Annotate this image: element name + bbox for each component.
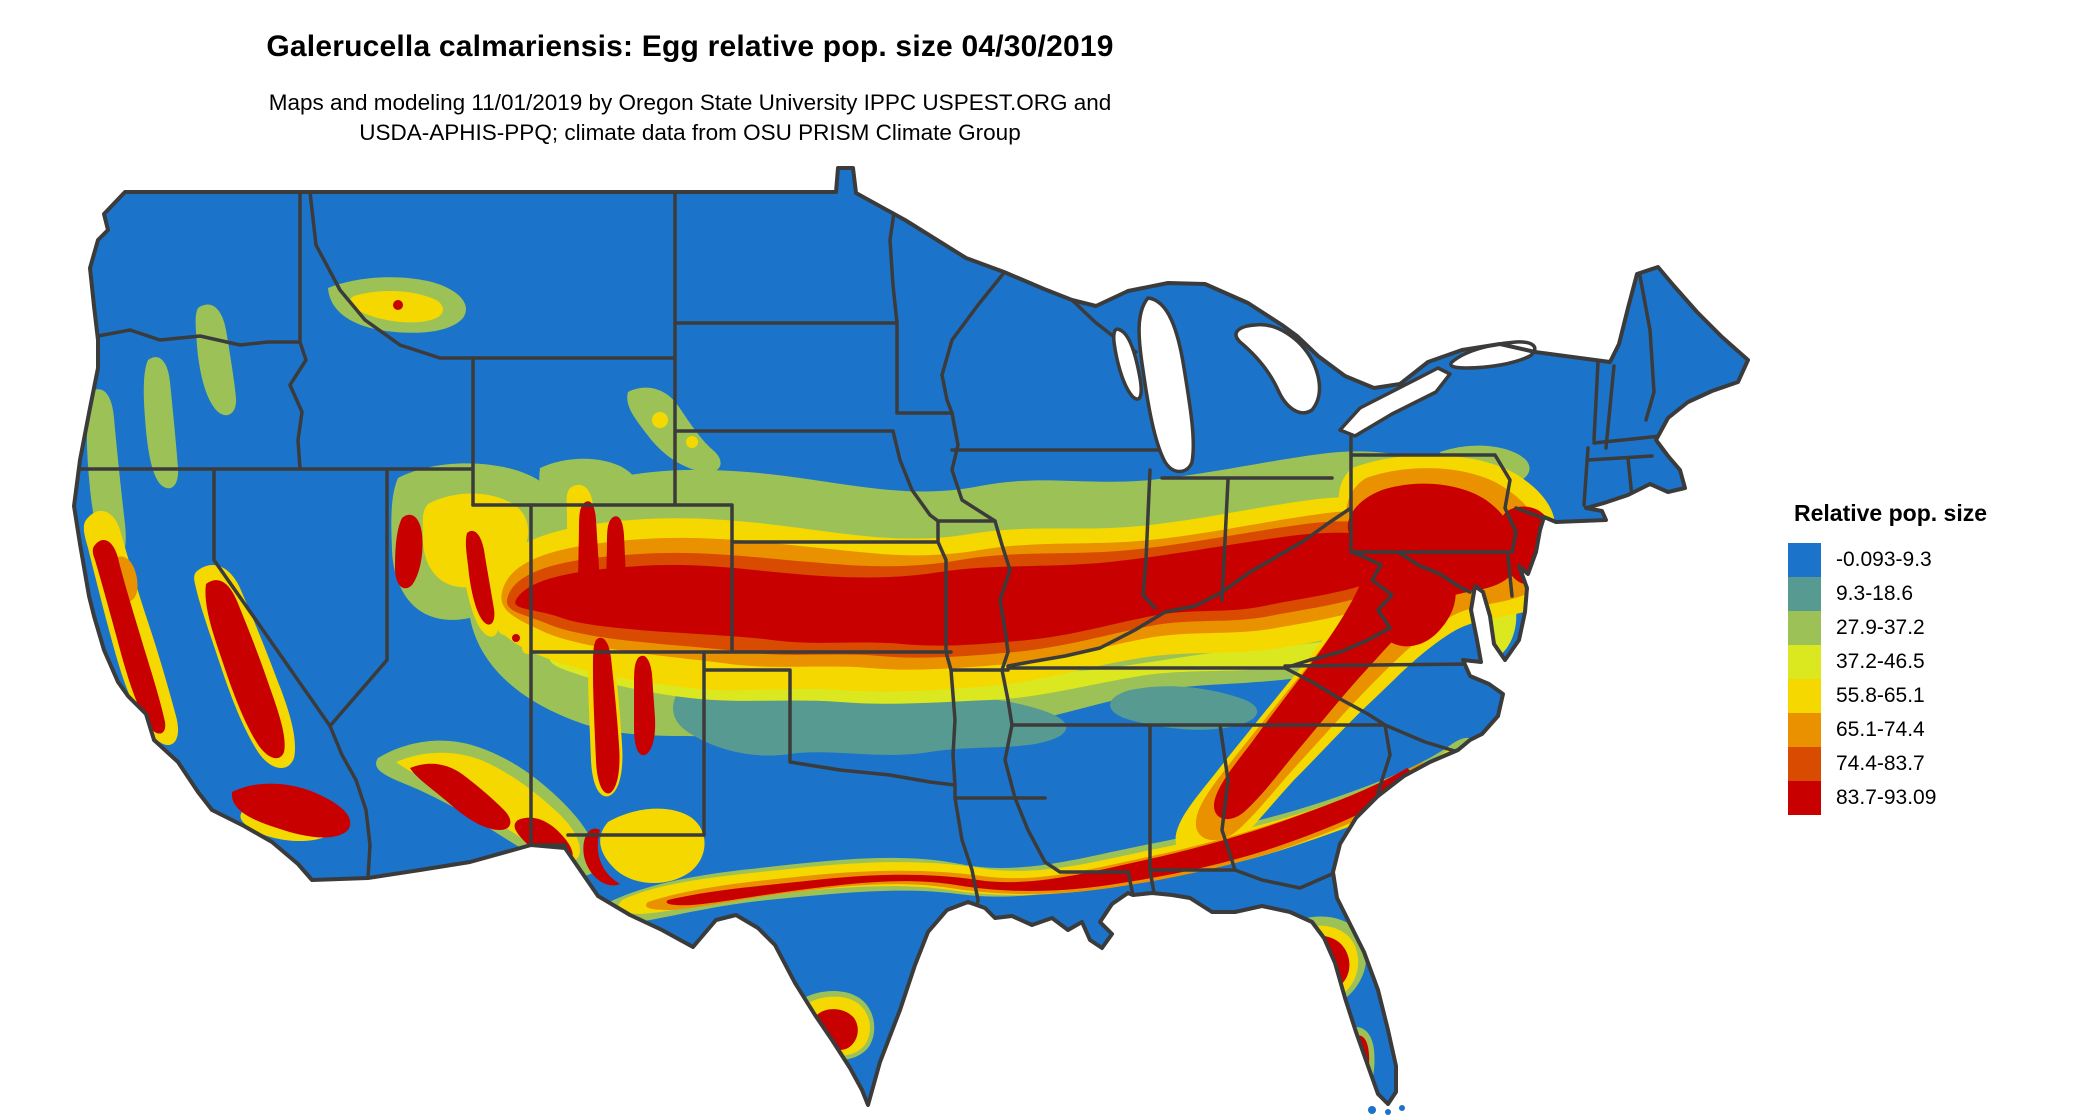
legend-swatch-icon [1788,713,1821,747]
subtitle-line-1: Maps and modeling 11/01/2019 by Oregon S… [268,90,1112,115]
legend-item: 27.9-37.2 [1788,611,2094,645]
key-dot [1399,1105,1405,1111]
state-borders [74,190,1662,918]
legend-title: Relative pop. size [1794,500,1988,526]
legend-label: 9.3-18.6 [1836,582,1914,605]
great-lakes [1112,296,1537,474]
legend-item: 83.7-93.09 [1788,781,2094,815]
borders-west [74,190,533,880]
legend-label: 55.8-65.1 [1836,684,1925,707]
swatch-rect [1788,611,1821,645]
heat-nv-red [395,514,423,589]
heat-central-red [515,532,1405,646]
legend-label: 74.4-83.7 [1836,752,1925,775]
legend-swatch-icon [1788,577,1821,611]
conus-outline [72,166,1750,1107]
heat-nm-red-1 [593,637,620,794]
heat-edwards-red [583,828,620,886]
heat-sierra-red [205,580,285,759]
heat-nm-green-spot [653,693,667,707]
legend-swatch-icon [1788,611,1821,645]
heat-overlays [83,277,1573,1103]
heat-south-orange [646,762,1427,910]
heat-azsouth-yellow-spot [447,880,463,896]
borders-plains [471,190,1047,918]
heat-utsouth-yellow-spot [498,621,512,635]
swatch-rect [1788,781,1821,815]
heat-utsouth-red-spot [512,634,520,642]
heat-azsouth-red-spot [467,893,477,903]
legend-label: -0.093-9.3 [1836,548,1932,571]
heat-orcascade-green [143,357,179,489]
legend-swatch-icon [1788,747,1821,781]
heat-cacoast-red [92,540,166,734]
heat-orcoast-yellow-spot [97,514,109,526]
page-title: Galerucella calmariensis: Egg relative p… [266,30,1114,63]
legend-label: 83.7-93.09 [1836,786,1937,809]
swatch-rect [1788,747,1821,781]
swatch-rect [1788,645,1821,679]
legend-item: 37.2-46.5 [1788,645,2094,679]
subtitle-line-2: USDA-APHIS-PPQ; climate data from OSU PR… [359,120,1021,145]
legend-label: 65.1-74.4 [1836,718,1925,741]
green-bay [1112,327,1143,401]
legend-swatch-icon [1788,543,1821,577]
florida-keys [1368,1105,1405,1115]
title-block: Galerucella calmariensis: Egg relative p… [0,0,1380,148]
legend-item: 55.8-65.1 [1788,679,2094,713]
heat-socal-red [231,783,351,838]
legend-item: 74.4-83.7 [1788,747,2094,781]
heat-azsouth-red-spot [432,872,444,884]
heat-nm-red-2 [634,655,656,756]
legend-label: 27.9-37.2 [1836,616,1925,639]
legend-item: 9.3-18.6 [1788,577,2094,611]
key-dot [1368,1106,1376,1114]
heat-wacascade-green [195,304,237,416]
borders-upper-midwest [888,190,1334,610]
swatch-rect [1788,577,1821,611]
heat-co-red-2 [606,516,627,616]
key-dot [1385,1109,1391,1115]
borders-south [1006,666,1460,895]
swatch-rect [1788,679,1821,713]
heat-south-red [666,768,1411,906]
heat-ut-red [465,530,495,625]
legend-item: -0.093-9.3 [1788,543,2094,577]
legend-swatch-icon [1788,645,1821,679]
heat-co-red-1 [578,501,600,611]
heat-layer-red [92,300,1553,1094]
heat-az-red-1 [410,763,511,830]
heat-south-yellow [618,750,1453,914]
borders-new-england [1582,274,1662,507]
borders-east [1006,428,1550,670]
heat-edwards-yellow [600,808,705,884]
swatch-rect [1788,543,1821,577]
legend-swatch-icon [1788,679,1821,713]
heat-central-teal-east [1110,686,1258,730]
lake-michigan [1137,296,1196,474]
legend-item: 65.1-74.4 [1788,713,2094,747]
legend-label: 37.2-46.5 [1836,650,1925,673]
swatch-rect [1788,713,1821,747]
legend: Relative pop. size -0.093-9.3 9.3-18.6 2… [1788,500,2094,815]
heat-wane-red-spot [393,300,403,310]
lake-erie [1338,366,1452,438]
lake-huron [1234,322,1322,415]
borders-mississippi-river [950,411,1135,897]
heat-id-yellow-spot [652,412,668,428]
legend-swatch-icon [1788,781,1821,815]
heat-id-yellow-spot [686,436,698,448]
page-subtitle: Maps and modeling 11/01/2019 by Oregon S… [0,88,1380,148]
